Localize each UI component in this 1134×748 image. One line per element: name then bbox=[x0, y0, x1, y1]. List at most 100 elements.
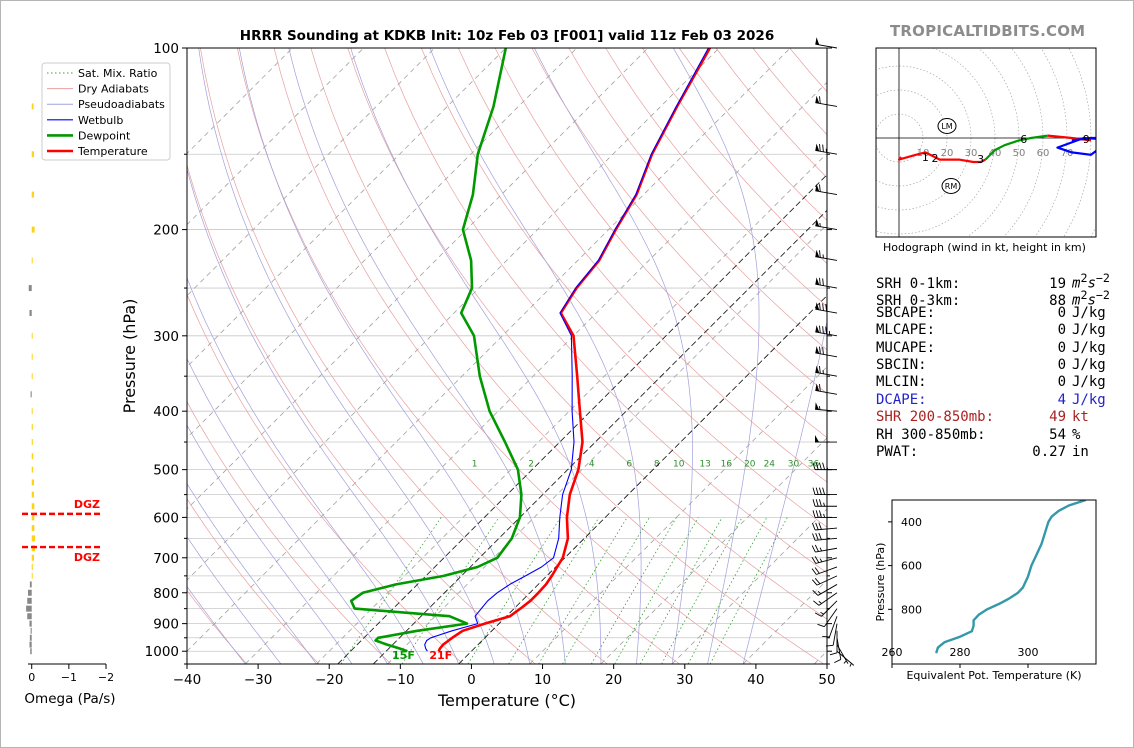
stat-row: SBCIN: 0 J/kg bbox=[876, 357, 1110, 374]
stat-unit: J/kg bbox=[1072, 322, 1106, 339]
mixing-ratio-label: 24 bbox=[764, 460, 776, 470]
omega-bar bbox=[31, 479, 34, 486]
sounding-stats: SRH 0-1km: 19 m2s−2 SRH 0-3km: 88 m2s−2 SBCA… bbox=[876, 270, 1110, 461]
wind-barb-flag bbox=[822, 278, 824, 286]
stat-value: 0 bbox=[1057, 339, 1066, 356]
theta-e-panel: 400 600 800 260 280 300 Equivalent Pot. Temper… bbox=[874, 499, 1097, 682]
pseudoadiabat-line bbox=[187, 424, 353, 664]
wind-barb bbox=[815, 302, 838, 314]
omega-bar bbox=[31, 503, 35, 510]
stat-label: DCAPE: bbox=[876, 391, 927, 408]
wind-barb bbox=[815, 183, 838, 196]
stat-label: SRH 0-3km: bbox=[876, 293, 961, 310]
omega-panel: 0 −1 −2 Omega (Pa/s) DGZ DGZ bbox=[22, 103, 116, 707]
theta-e-plot-area bbox=[935, 500, 1087, 654]
wind-barb-flag bbox=[819, 365, 821, 374]
wind-barb-staff bbox=[815, 527, 838, 531]
omega-bar bbox=[28, 285, 32, 292]
stat-label: RH 300-850mb: bbox=[876, 426, 986, 443]
stat-value: 4 bbox=[1057, 391, 1066, 408]
wind-barb-flag bbox=[811, 545, 816, 553]
wind-barb bbox=[815, 37, 838, 49]
wind-barb bbox=[815, 143, 838, 155]
stat-value: 0.27 bbox=[1032, 443, 1066, 460]
dry-adiabat-line bbox=[494, 48, 827, 439]
wind-barb-flag bbox=[819, 302, 821, 311]
stat-row: PWAT: 0.27 in bbox=[876, 444, 1110, 461]
pseudoadiabat-line bbox=[533, 48, 693, 664]
omega-tick-label: −1 bbox=[61, 671, 77, 684]
wind-barb-staff bbox=[836, 650, 855, 666]
isotherm-line bbox=[187, 48, 720, 581]
wind-barb-half-flag bbox=[820, 611, 824, 615]
pseudoadiabat-line bbox=[187, 536, 282, 664]
pseudoadiabat-line bbox=[187, 167, 460, 664]
hodograph-height-label: 9 bbox=[1083, 133, 1090, 146]
omega-bar bbox=[31, 353, 33, 360]
wind-barb-pennant bbox=[815, 37, 820, 45]
wind-barb bbox=[814, 600, 838, 617]
dry-adiabat-line bbox=[347, 48, 827, 620]
omega-bar bbox=[30, 648, 32, 655]
dry-adiabat-line bbox=[187, 498, 320, 664]
wind-barb bbox=[836, 644, 849, 664]
y-tick-label: 1000 bbox=[145, 644, 179, 660]
wind-barb-half-flag bbox=[823, 502, 826, 507]
wind-barb-flag bbox=[818, 510, 822, 518]
wind-barb-flag bbox=[819, 96, 821, 104]
mixing-ratio-label: 13 bbox=[699, 460, 710, 470]
stat-unit: J/kg bbox=[1072, 339, 1106, 356]
wind-barb-flag bbox=[812, 523, 816, 531]
hodograph-height-label: 1 bbox=[922, 151, 929, 164]
pseudoadiabat-line bbox=[288, 48, 566, 664]
wind-barb-flag bbox=[822, 303, 824, 311]
mixing-ratio-line bbox=[401, 517, 500, 664]
omega-bar bbox=[31, 491, 34, 498]
omega-bar bbox=[30, 391, 32, 398]
wind-barb-staff bbox=[815, 537, 838, 541]
legend-label: Temperature bbox=[77, 145, 148, 158]
wind-barb-flag bbox=[812, 533, 816, 541]
theta-e-x-tick-label: 260 bbox=[882, 646, 903, 659]
wind-barb-pennant bbox=[815, 402, 820, 410]
stat-label: SHR 200-850mb: bbox=[876, 409, 995, 426]
hodograph-trace bbox=[984, 134, 1048, 161]
wind-barb-staff bbox=[821, 600, 838, 617]
stat-row: MLCAPE: 0 J/kg bbox=[876, 322, 1110, 339]
wind-barbs bbox=[811, 37, 855, 667]
stat-row: SHR 200-850mb: 49 kt bbox=[876, 409, 1110, 426]
stat-label: MUCAPE: bbox=[876, 339, 936, 356]
wind-barb-pennant bbox=[815, 325, 820, 333]
x-tick-label: −40 bbox=[173, 672, 202, 688]
profile-line-temperature bbox=[437, 48, 712, 652]
omega-bar bbox=[31, 226, 35, 233]
legend-label: Dewpoint bbox=[78, 129, 131, 142]
wind-barb-flag bbox=[813, 600, 820, 606]
wind-barb bbox=[817, 608, 838, 628]
stat-unit: m2s−2 bbox=[1072, 271, 1110, 292]
theta-e-x-axis-label: Equivalent Pot. Temperature (K) bbox=[906, 669, 1081, 682]
wind-barb-flag bbox=[825, 326, 828, 335]
x-tick-label: 40 bbox=[747, 672, 764, 688]
storm-motion-marker bbox=[941, 178, 961, 194]
omega-bar bbox=[29, 310, 32, 317]
wind-barb-staff bbox=[818, 592, 838, 606]
omega-bar bbox=[31, 373, 33, 380]
omega-bar bbox=[26, 605, 32, 612]
wind-barb-flag bbox=[812, 487, 816, 495]
wind-barb-half-flag bbox=[843, 660, 847, 664]
pseudoadiabat-line bbox=[187, 482, 317, 664]
mixing-ratio-label: 8 bbox=[654, 460, 660, 470]
wind-barb-half-flag bbox=[826, 466, 829, 470]
wind-barb bbox=[812, 462, 837, 471]
stat-row: MUCAPE: 0 J/kg bbox=[876, 340, 1110, 357]
dgz-isotherm-line bbox=[337, 174, 827, 664]
x-tick-label: 20 bbox=[605, 672, 622, 688]
dry-adiabat-line bbox=[273, 48, 752, 664]
x-tick-label: 0 bbox=[467, 672, 476, 688]
hodograph-ring-label: 20 bbox=[941, 148, 954, 159]
wind-barb-flag bbox=[814, 612, 822, 617]
pseudoadiabat-line bbox=[350, 48, 602, 664]
wind-barb-flag bbox=[818, 522, 822, 530]
wind-barb-flag bbox=[815, 522, 819, 530]
